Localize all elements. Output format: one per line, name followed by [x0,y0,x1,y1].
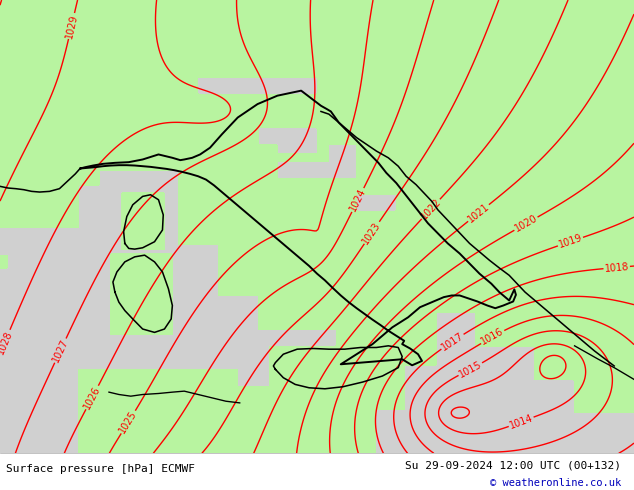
Text: © weatheronline.co.uk: © weatheronline.co.uk [490,478,621,489]
Text: Su 29-09-2024 12:00 UTC (00+132): Su 29-09-2024 12:00 UTC (00+132) [405,460,621,470]
Text: 1015: 1015 [457,359,484,379]
Text: 1018: 1018 [604,262,630,273]
Text: 1020: 1020 [513,213,539,234]
Text: 1029: 1029 [64,13,79,39]
Text: 1023: 1023 [361,220,383,246]
Text: 1025: 1025 [117,409,139,435]
Text: 1024: 1024 [348,187,368,213]
Text: Surface pressure [hPa] ECMWF: Surface pressure [hPa] ECMWF [6,464,195,474]
Text: 1017: 1017 [439,331,465,352]
Text: 1022: 1022 [418,196,443,221]
Text: 1026: 1026 [82,384,102,411]
Text: 1021: 1021 [466,201,491,224]
Text: 1016: 1016 [479,326,506,347]
Text: 1028: 1028 [0,329,14,355]
Polygon shape [0,0,634,453]
Text: 1027: 1027 [51,337,70,364]
Text: 1019: 1019 [557,233,584,250]
Text: 1014: 1014 [508,413,534,431]
